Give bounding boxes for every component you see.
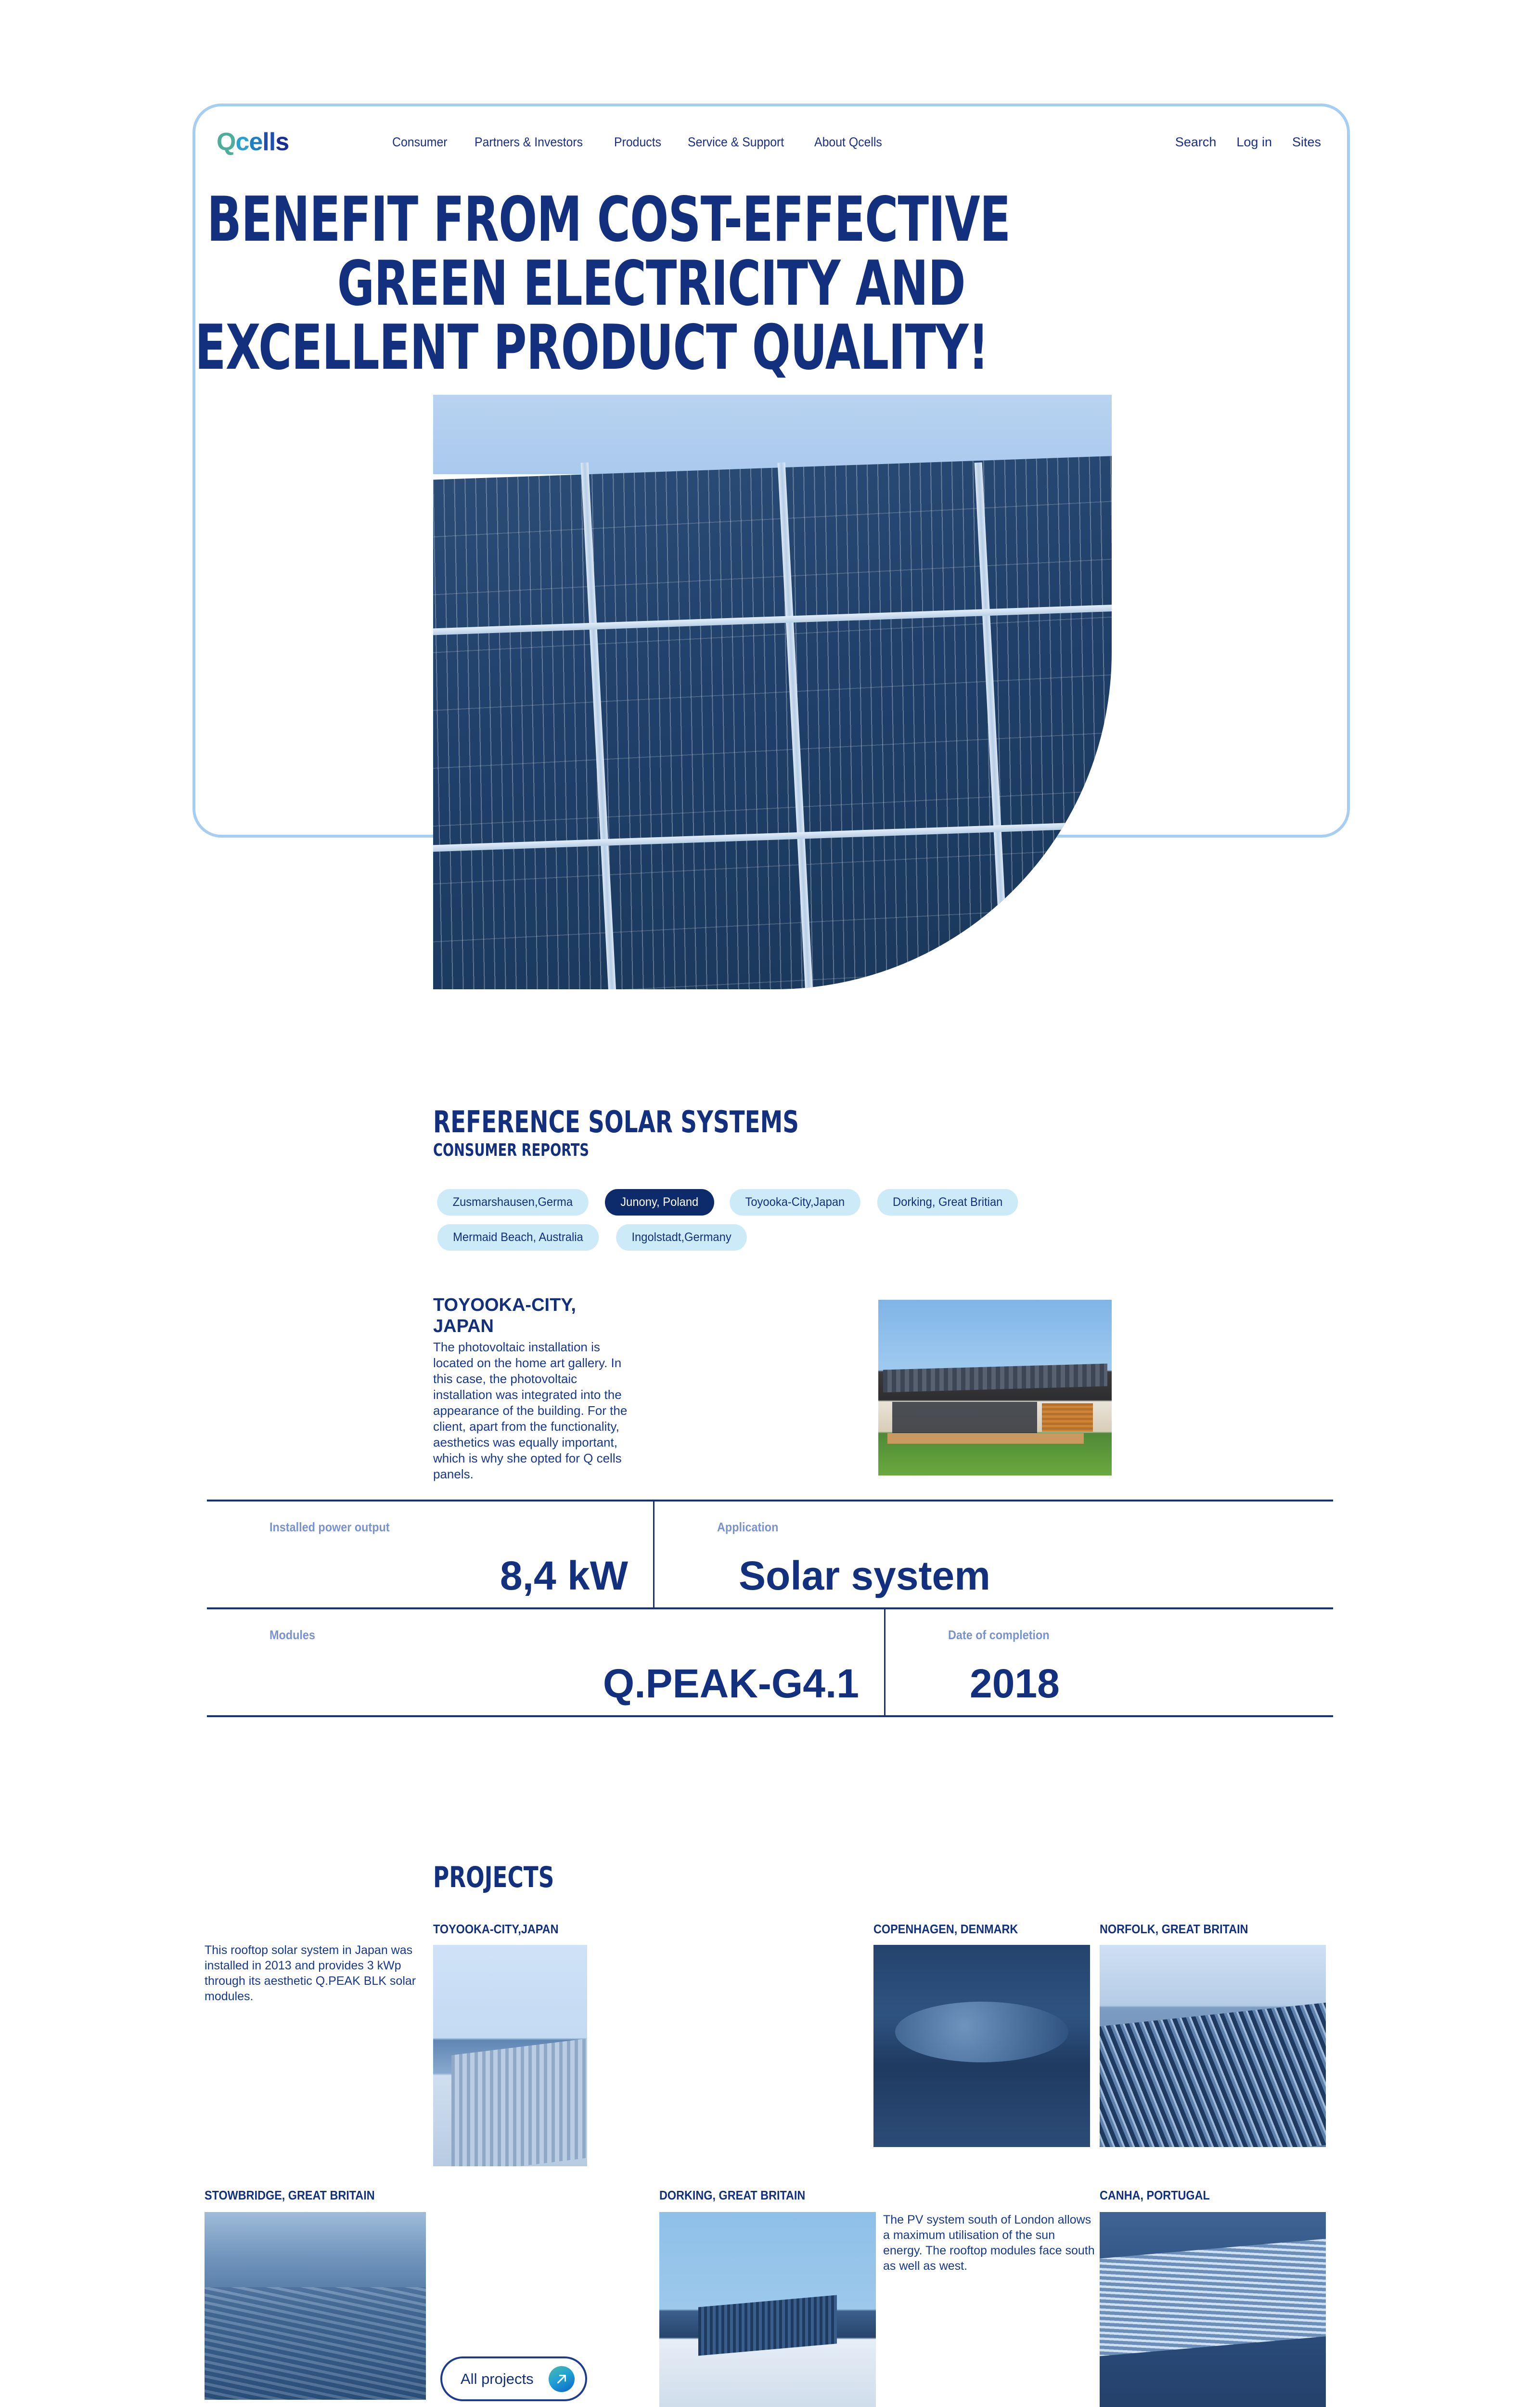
photo-glass-detail [892,1401,1037,1434]
project-image-stowbridge[interactable] [205,2212,426,2400]
reference-house-photo [878,1300,1112,1475]
reference-description: The photovoltaic installation is located… [433,1340,628,1482]
projects-intro-text: This rooftop solar system in Japan was i… [205,1943,416,2003]
chip-junony-poland[interactable]: Junony, Poland [604,1189,714,1216]
navbar: Qcells Consumer Partners & Investors Pro… [192,116,1350,168]
hero-solar-panel-image [433,395,1112,989]
spec-value: Q.PEAK-G4.1 [603,1661,859,1706]
hero-image-panels [433,452,1112,989]
reference-subheading: CONSUMER REPORTS [433,1140,589,1160]
nav-item-sites[interactable]: Sites [1292,134,1321,149]
location-filter-chips: Zusmarshausen,Germa Junony, Poland Toyoo… [433,1189,1068,1251]
spec-value: 8,4 kW [500,1553,628,1598]
chip-mermaid-beach[interactable]: Mermaid Beach, Australia [437,1224,599,1251]
spec-cell-date-completion: Date of completion 2018 [886,1609,1333,1715]
hero-headline-line-1: BENEFIT FROM COST-EFFECTIVE [207,184,1011,256]
photo-deck-detail [887,1433,1084,1444]
reference-location-title: TOYOOKA-CITY, JAPAN [433,1295,576,1336]
hero-headline-line-2: GREEN ELECTRICITY AND [337,248,966,320]
spec-value: Solar system [739,1553,990,1598]
nav-item-products[interactable]: Products [614,134,662,149]
spec-cell-installed-power: Installed power output 8,4 kW [207,1501,654,1607]
reference-heading: REFERENCE SOLAR SYSTEMS [433,1104,799,1139]
all-projects-button[interactable]: All projects [440,2356,587,2401]
spec-label: Application [717,1520,779,1534]
nav-item-about-qcells[interactable]: About Qcells [814,134,883,149]
arrow-up-right-icon [549,2366,575,2392]
chip-zusmarshausen[interactable]: Zusmarshausen,Germa [437,1189,589,1216]
projects-heading: PROJECTS [433,1861,554,1894]
photo-roof-detail [883,1363,1107,1393]
nav-item-consumer[interactable]: Consumer [392,134,448,149]
nav-item-login[interactable]: Log in [1236,134,1272,149]
qcells-logo[interactable]: Qcells [217,128,289,156]
nav-item-partners-investors[interactable]: Partners & Investors [474,134,583,149]
hero-headline: BENEFIT FROM COST-EFFECTIVE GREEN ELECTR… [195,184,1025,380]
primary-navigation: Consumer Partners & Investors Products S… [392,135,888,150]
spec-label: Modules [270,1628,315,1642]
spec-cell-application: Application Solar system [654,1501,1333,1607]
spec-cell-modules: Modules Q.PEAK-G4.1 [207,1609,886,1715]
project-label-stowbridge[interactable]: STOWBRIDGE, GREAT BRITAIN [205,2188,375,2202]
chip-dorking[interactable]: Dorking, Great Britian [877,1189,1018,1216]
project-image-toyooka[interactable] [433,1945,587,2166]
spec-row: Modules Q.PEAK-G4.1 Date of completion 2… [207,1607,1333,1717]
specifications-table: Installed power output 8,4 kW Applicatio… [207,1500,1333,1717]
spec-label: Date of completion [948,1628,1050,1642]
project-image-copenhagen[interactable] [873,1945,1090,2147]
project-label-norfolk[interactable]: NORFOLK, GREAT BRITAIN [1100,1922,1248,1936]
nav-item-search[interactable]: Search [1175,134,1217,149]
project-label-copenhagen[interactable]: COPENHAGEN, DENMARK [873,1922,1018,1936]
all-projects-button-label: All projects [461,2370,534,2387]
project-label-dorking[interactable]: DORKING, GREAT BRITAIN [659,2188,806,2202]
spec-value: 2018 [970,1661,1060,1706]
hero-headline-line-3: EXCELLENT PRODUCT QUALITY! [195,312,989,384]
project-image-dorking[interactable] [659,2212,876,2407]
nav-item-service-support[interactable]: Service & Support [687,134,784,149]
project-image-canha[interactable] [1100,2212,1326,2407]
spec-label: Installed power output [270,1520,390,1534]
secondary-navigation: Search Log in Sites [1175,135,1321,150]
chip-toyooka-city[interactable]: Toyooka-City,Japan [730,1189,860,1216]
chip-ingolstadt[interactable]: Ingolstadt,Germany [616,1224,747,1251]
spec-row: Installed power output 8,4 kW Applicatio… [207,1500,1333,1607]
projects-dorking-text: The PV system south of London allows a m… [883,2213,1095,2273]
project-label-canha[interactable]: CANHA, PORTUGAL [1100,2188,1210,2202]
project-label-toyooka[interactable]: TOYOOKA-CITY,JAPAN [433,1922,559,1936]
photo-wood-detail [1041,1403,1093,1432]
project-image-norfolk[interactable] [1100,1945,1326,2147]
